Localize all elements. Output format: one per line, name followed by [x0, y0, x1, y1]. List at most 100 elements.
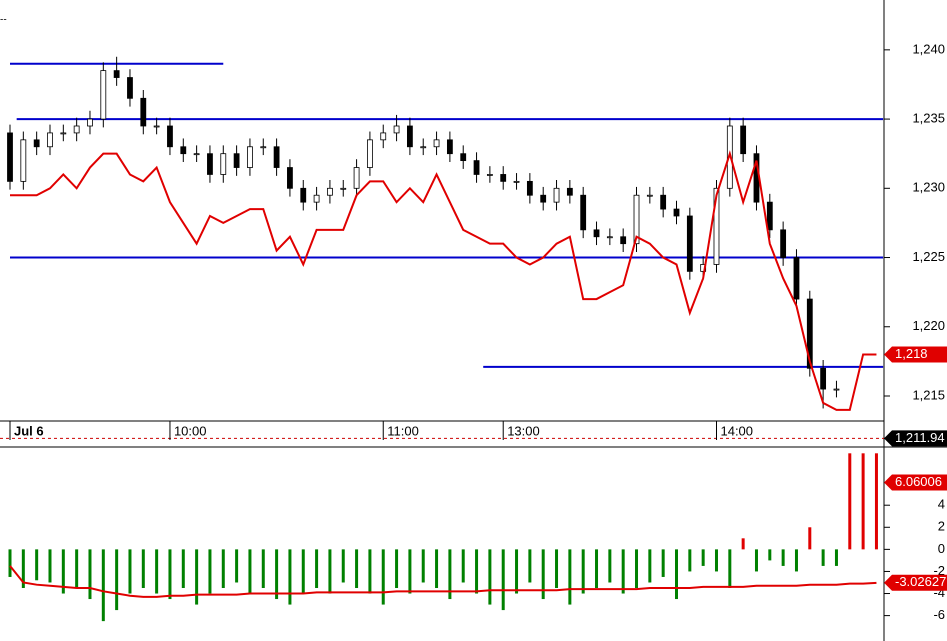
histogram-bar: [688, 549, 692, 572]
price-marker-label: -3.02627: [895, 574, 946, 589]
histogram-bar: [261, 549, 265, 589]
histogram-bar: [741, 538, 745, 550]
histogram-bar: [421, 549, 425, 583]
y-tick-label: -4: [933, 585, 945, 600]
x-tick-label: 14:00: [720, 423, 753, 438]
candle-body: [113, 70, 120, 78]
candle-body: [553, 187, 560, 203]
candle-body: [100, 70, 107, 120]
histogram-bar: [821, 549, 825, 566]
candle-body: [353, 167, 360, 189]
y-tick-label: 4: [938, 497, 945, 512]
histogram-bar: [341, 549, 345, 583]
candle-body: [220, 153, 227, 175]
candle-body: [646, 194, 653, 197]
candle-body: [300, 187, 307, 203]
candle-body: [500, 174, 507, 182]
histogram-bar: [621, 549, 625, 594]
candle-body: [606, 236, 613, 239]
histogram-bar: [328, 549, 332, 594]
histogram-bar: [195, 549, 199, 605]
histogram-bar: [475, 549, 479, 594]
candle-body: [540, 194, 547, 203]
candle-body: [526, 180, 533, 196]
candle-body: [806, 298, 813, 369]
histogram-bar: [488, 549, 492, 605]
histogram-bar: [675, 549, 678, 600]
histogram-bar: [728, 549, 732, 589]
y-tick-label: -6: [933, 607, 945, 622]
candle-body: [60, 132, 67, 135]
candle-body: [193, 153, 200, 156]
candle-body: [273, 146, 280, 168]
candle-body: [460, 153, 467, 162]
histogram-bar: [595, 549, 599, 589]
histogram-bar: [181, 549, 185, 589]
histogram-bar: [781, 549, 785, 566]
candle-body: [713, 187, 720, 265]
histogram-bar: [275, 549, 279, 600]
candle-body: [247, 146, 253, 168]
candle-body: [340, 187, 347, 190]
candle-body: [446, 139, 453, 155]
y-tick-label: 2: [938, 519, 945, 534]
histogram-bar: [861, 453, 865, 550]
histogram-bar: [128, 549, 132, 594]
histogram-bar: [368, 549, 372, 594]
histogram-bar: [381, 549, 385, 605]
histogram-bar: [395, 549, 399, 589]
histogram-bar: [661, 549, 665, 577]
histogram-bar: [168, 549, 172, 600]
candle-body: [473, 160, 480, 175]
candle-body: [167, 125, 173, 148]
histogram-bar: [461, 549, 465, 583]
candle-body: [673, 208, 680, 217]
histogram-bar: [555, 549, 559, 589]
x-tick-label: 10:00: [174, 423, 207, 438]
histogram-bar: [808, 527, 812, 550]
candle-body: [406, 125, 413, 148]
histogram-bar: [648, 549, 652, 583]
histogram-bar: [635, 549, 639, 589]
price-marker: [884, 574, 947, 591]
histogram-bar: [315, 549, 319, 589]
candle-body: [127, 77, 133, 99]
histogram-bar: [221, 549, 225, 589]
candle-body: [47, 132, 53, 148]
histogram-bar: [528, 549, 532, 583]
histogram-bar: [501, 549, 505, 611]
histogram-bar: [8, 549, 12, 577]
price-marker-label: 1,211.94: [895, 430, 945, 445]
histogram-bar: [155, 549, 159, 594]
candle-body: [313, 194, 320, 203]
candle-body: [20, 139, 27, 182]
y-tick-label: 1,225: [912, 249, 945, 264]
histogram-bar: [568, 549, 572, 605]
candle-body: [420, 146, 427, 149]
candle-body: [207, 153, 213, 175]
histogram-bar: [515, 549, 519, 594]
histogram-bar: [301, 549, 305, 594]
candle-body: [513, 180, 520, 183]
candle-body: [620, 236, 627, 245]
candle-body: [367, 139, 373, 168]
histogram-bar: [448, 549, 452, 600]
candle-body: [87, 118, 93, 127]
candle-body: [793, 257, 800, 300]
candle-body: [740, 125, 747, 155]
candle-body: [153, 125, 160, 128]
candle-body: [820, 367, 827, 390]
price-marker: [884, 430, 947, 447]
histogram-bar: [794, 549, 798, 572]
candle-body: [633, 194, 640, 245]
candle-body: [580, 194, 587, 231]
histogram-bar: [208, 549, 212, 594]
y-tick-label: 1,215: [912, 387, 945, 402]
histogram-bar: [141, 549, 145, 589]
histogram-bar: [701, 549, 705, 566]
histogram-bar: [35, 549, 39, 581]
histogram-bar: [88, 549, 92, 600]
histogram-bar: [754, 549, 758, 572]
x-tick-label: Jul 6: [14, 423, 44, 438]
